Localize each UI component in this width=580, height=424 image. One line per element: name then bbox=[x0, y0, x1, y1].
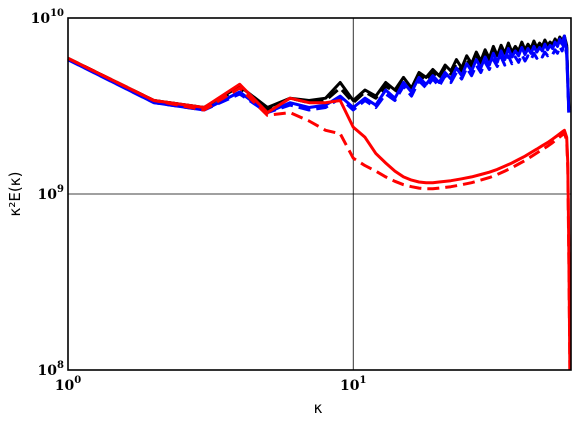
y-tick-label-0: 108 bbox=[38, 360, 64, 379]
series-line-5 bbox=[67, 56, 572, 371]
y-axis-label: κ²E(κ) bbox=[6, 172, 24, 217]
x-tick-label-0: 100 bbox=[55, 375, 81, 394]
series-line-4 bbox=[67, 56, 572, 371]
y-tick-label-2: 1010 bbox=[31, 8, 64, 27]
y-tick-label-1: 109 bbox=[38, 184, 64, 203]
series-line-3 bbox=[67, 41, 571, 115]
series-line-2 bbox=[67, 34, 571, 115]
plot-frame bbox=[67, 17, 572, 371]
series-line-1 bbox=[67, 37, 571, 112]
x-tick-label-1: 101 bbox=[340, 375, 366, 394]
grid bbox=[68, 18, 571, 370]
x-axis-label: κ bbox=[314, 399, 323, 417]
series-line-0 bbox=[67, 34, 571, 111]
tick-labels: 100 101 108 109 1010 bbox=[31, 8, 367, 394]
series-layer bbox=[67, 34, 572, 371]
